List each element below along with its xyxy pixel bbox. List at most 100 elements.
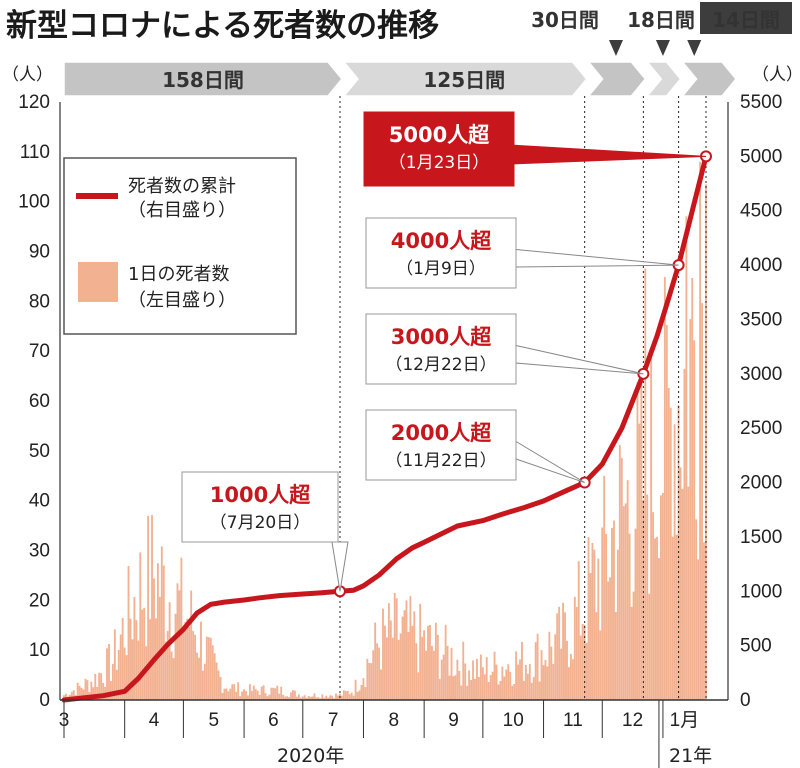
period-pointer bbox=[608, 40, 623, 56]
daily-bar bbox=[282, 694, 285, 700]
daily-bar bbox=[374, 622, 377, 700]
daily-bar bbox=[415, 643, 418, 700]
daily-bar bbox=[450, 647, 453, 700]
daily-bar bbox=[391, 637, 394, 700]
daily-bar bbox=[685, 216, 688, 700]
daily-bar bbox=[411, 625, 414, 700]
right-tick-label: 1000 bbox=[740, 581, 782, 602]
daily-bar bbox=[286, 696, 289, 700]
daily-bar bbox=[466, 685, 469, 700]
daily-bar bbox=[385, 637, 388, 700]
year-label-2020: 2020年 bbox=[277, 745, 344, 767]
daily-bar bbox=[661, 493, 664, 700]
daily-bar bbox=[489, 675, 492, 700]
callout-date: （7月20日） bbox=[210, 513, 310, 533]
daily-bar bbox=[430, 645, 433, 700]
daily-bar bbox=[149, 619, 152, 700]
daily-bar bbox=[247, 695, 249, 700]
daily-bar bbox=[554, 634, 557, 700]
left-tick-label: 50 bbox=[29, 441, 50, 462]
daily-bar bbox=[401, 616, 404, 700]
daily-bar bbox=[329, 695, 332, 700]
right-tick-label: 3000 bbox=[740, 364, 782, 385]
daily-bar bbox=[346, 691, 349, 700]
daily-bar bbox=[129, 618, 132, 700]
daily-deaths-bars bbox=[63, 161, 707, 701]
daily-bar bbox=[407, 631, 410, 700]
daily-bar bbox=[266, 696, 269, 700]
right-tick-label: 2500 bbox=[740, 418, 782, 439]
daily-bar bbox=[358, 690, 361, 700]
daily-bar bbox=[288, 697, 290, 700]
daily-bar bbox=[462, 641, 465, 700]
milestone-dots bbox=[333, 150, 712, 598]
daily-bar bbox=[521, 641, 523, 700]
daily-bar bbox=[125, 655, 128, 700]
daily-bar bbox=[499, 680, 502, 700]
daily-bar bbox=[507, 664, 510, 700]
daily-bar bbox=[205, 636, 208, 700]
milestone-callouts: 1000人超 （7月20日） 2000人超 （11月22日） 3000人超 （12月22日… bbox=[181, 111, 707, 592]
daily-bar bbox=[644, 268, 647, 700]
daily-bar bbox=[115, 669, 118, 700]
period-label: 158日間 bbox=[162, 68, 244, 92]
daily-bar bbox=[689, 319, 692, 700]
daily-bar bbox=[370, 663, 373, 700]
daily-bar bbox=[209, 637, 212, 700]
daily-bar bbox=[542, 665, 545, 700]
daily-bar bbox=[276, 685, 279, 700]
daily-bar bbox=[260, 686, 263, 700]
daily-bar bbox=[579, 635, 582, 700]
daily-bar bbox=[384, 625, 386, 700]
daily-bar bbox=[425, 650, 427, 700]
daily-bar bbox=[613, 520, 615, 700]
daily-bar bbox=[413, 611, 416, 700]
daily-bar bbox=[248, 684, 251, 700]
year-label-2021: 21年 bbox=[669, 745, 712, 767]
period-label: 30日間 bbox=[531, 8, 599, 32]
right-axis-unit: （人） bbox=[752, 65, 800, 85]
daily-bar bbox=[671, 536, 674, 700]
daily-bar bbox=[642, 499, 645, 700]
daily-bar bbox=[342, 690, 345, 700]
daily-bar bbox=[158, 596, 161, 700]
daily-bar bbox=[409, 596, 412, 700]
daily-bar bbox=[421, 636, 424, 700]
daily-bar bbox=[530, 682, 533, 700]
daily-bar bbox=[186, 618, 189, 700]
left-tick-label: 110 bbox=[20, 142, 50, 163]
daily-bar bbox=[517, 664, 519, 700]
daily-bar bbox=[245, 691, 247, 700]
daily-bar bbox=[102, 682, 105, 700]
daily-bar bbox=[487, 682, 490, 700]
daily-bar bbox=[515, 651, 518, 700]
chart-title: 新型コロナによる死者数の推移 bbox=[6, 8, 439, 44]
daily-bar bbox=[614, 611, 617, 700]
callout-pointer bbox=[513, 144, 707, 165]
daily-bar bbox=[423, 630, 426, 700]
left-tick-label: 100 bbox=[18, 192, 50, 213]
callout-box bbox=[365, 313, 517, 385]
month-label: 11 bbox=[563, 710, 583, 731]
daily-bar bbox=[387, 603, 390, 700]
daily-bar bbox=[432, 650, 435, 700]
daily-bar bbox=[593, 549, 596, 700]
daily-bar bbox=[532, 677, 535, 700]
daily-bar bbox=[491, 671, 494, 700]
daily-bar bbox=[587, 537, 590, 700]
period-segment bbox=[587, 61, 647, 97]
daily-bar bbox=[139, 552, 142, 700]
daily-bar bbox=[442, 654, 445, 700]
daily-bar bbox=[524, 665, 527, 700]
daily-bar bbox=[464, 663, 467, 700]
daily-bar bbox=[227, 691, 230, 700]
daily-bar bbox=[605, 533, 608, 700]
callout-date: （1月9日） bbox=[396, 259, 486, 279]
daily-bar bbox=[109, 681, 112, 700]
daily-bar bbox=[675, 534, 678, 700]
daily-bar bbox=[528, 664, 531, 700]
daily-bar bbox=[176, 583, 179, 700]
daily-bar bbox=[219, 676, 222, 700]
daily-bar bbox=[340, 695, 343, 700]
callout-date: （1月23日） bbox=[389, 153, 489, 173]
